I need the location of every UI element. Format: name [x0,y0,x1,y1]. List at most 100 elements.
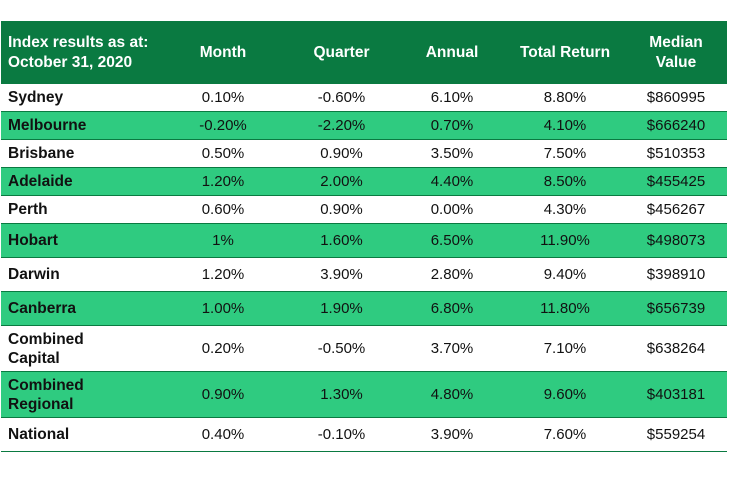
cell-quarter: -2.20% [284,111,399,140]
row-name: Combined Regional [1,371,162,418]
row-name: Sydney [1,84,162,112]
table-row-hobart: Hobart 1% 1.60% 6.50% 11.90% $498073 [1,223,727,258]
cell-total-return: 7.60% [543,426,587,443]
cell-median-value: $559254 [646,426,706,443]
cell-quarter: -0.60% [317,89,366,106]
cell-median-value: $666240 [625,111,727,140]
row-name-line: Melbourne [8,117,87,134]
header-median-value-line-2: Value [655,53,697,71]
cell-annual: 0.00% [430,201,474,218]
header-annual: Annual [399,21,505,84]
row-name: Darwin [1,258,162,292]
table-row-perth: Perth 0.60% 0.90% 0.00% 4.30% $456267 [1,196,727,224]
header-total-return: Total Return [505,21,625,84]
cell-quarter: 1.60% [284,223,399,258]
cell-quarter: 2.00% [284,167,399,196]
cell-month: 0.50% [201,145,245,162]
cell-total-return: 9.60% [505,371,625,418]
cell-month: 0.40% [201,426,245,443]
header-month: Month [162,21,284,84]
row-name-line: Canberra [8,300,77,317]
cell-quarter: 3.90% [320,266,363,283]
row-name-line: Adelaide [8,173,73,190]
cell-median-value: $455425 [625,167,727,196]
table-row-canberra: Canberra 1.00% 1.90% 6.80% 11.80% $65673… [1,291,727,326]
cell-total-return: 11.80% [505,291,625,326]
cell-month: 1% [162,223,284,258]
cell-median-value: $638264 [646,340,706,357]
cell-total-return: 9.40% [543,266,587,283]
header-quarter: Quarter [284,21,399,84]
table-row-brisbane: Brisbane 0.50% 0.90% 3.50% 7.50% $510353 [1,140,727,168]
cell-month: 1.00% [162,291,284,326]
row-name-line: Combined [8,330,84,348]
table-row-combined-capital: Combined Capital 0.20% -0.50% 3.70% 7.10… [1,326,727,372]
table-header-row: Index results as at: October 31, 2020 Mo… [1,21,727,84]
cell-month: 0.20% [201,340,245,357]
cell-annual: 4.40% [399,167,505,196]
row-name-line: Darwin [8,266,60,283]
table-row-adelaide: Adelaide 1.20% 2.00% 4.40% 8.50% $455425 [1,167,727,196]
cell-median-value: $403181 [625,371,727,418]
cell-quarter: 0.90% [320,145,363,162]
row-name-line: Brisbane [8,145,75,162]
table-row-sydney: Sydney 0.10% -0.60% 6.10% 8.80% $860995 [1,84,727,112]
cell-median-value: $510353 [646,145,706,162]
table-row-darwin: Darwin 1.20% 3.90% 2.80% 9.40% $398910 [1,258,727,292]
cell-annual: 3.70% [430,340,474,357]
row-name-line: Sydney [8,89,64,106]
row-name: National [1,418,162,452]
row-name: Combined Capital [1,326,162,372]
cell-median-value: $456267 [646,201,706,218]
table-row-national: National 0.40% -0.10% 3.90% 7.60% $55925… [1,418,727,452]
index-results-table: Index results as at: October 31, 2020 Mo… [1,21,727,452]
cell-annual: 6.80% [399,291,505,326]
header-median-value: Median Value [625,21,727,84]
cell-month: 0.60% [201,201,245,218]
cell-annual: 3.50% [430,145,474,162]
row-name-line: Perth [8,201,48,218]
cell-median-value: $860995 [646,89,706,106]
cell-annual: 0.70% [399,111,505,140]
cell-median-value: $398910 [646,266,706,283]
header-index-results: Index results as at: October 31, 2020 [1,21,162,84]
cell-month: 0.90% [162,371,284,418]
cell-annual: 4.80% [399,371,505,418]
cell-total-return: 7.50% [543,145,587,162]
table-row-combined-regional: Combined Regional 0.90% 1.30% 4.80% 9.60… [1,371,727,418]
cell-month: 1.20% [201,266,245,283]
cell-month: 1.20% [162,167,284,196]
row-name-line: National [8,426,70,443]
cell-quarter: 1.90% [284,291,399,326]
cell-quarter: -0.10% [317,426,366,443]
cell-total-return: 8.50% [505,167,625,196]
cell-total-return: 11.90% [505,223,625,258]
row-name: Canberra [1,291,162,326]
row-name-line: Combined [8,376,84,394]
cell-annual: 3.90% [430,426,474,443]
header-index-results-line-1: Index results as at: [8,33,149,51]
cell-median-value: $498073 [625,223,727,258]
row-name: Adelaide [1,167,162,196]
row-name: Melbourne [1,111,162,140]
cell-annual: 6.10% [430,89,474,106]
cell-total-return: 4.30% [543,201,587,218]
row-name-line: Regional [8,395,74,413]
cell-total-return: 7.10% [543,340,587,357]
header-index-results-line-2: October 31, 2020 [8,53,133,71]
cell-quarter: 0.90% [320,201,363,218]
cell-annual: 6.50% [399,223,505,258]
cell-median-value: $656739 [625,291,727,326]
header-median-value-line-1: Median [649,33,703,51]
cell-month: -0.20% [162,111,284,140]
row-name-line: Capital [8,349,60,367]
cell-total-return: 4.10% [505,111,625,140]
cell-month: 0.10% [201,89,245,106]
cell-total-return: 8.80% [543,89,587,106]
table-row-melbourne: Melbourne -0.20% -2.20% 0.70% 4.10% $666… [1,111,727,140]
row-name: Hobart [1,223,162,258]
cell-quarter: 1.30% [284,371,399,418]
row-name-line: Hobart [8,232,58,249]
cell-quarter: -0.50% [317,340,366,357]
